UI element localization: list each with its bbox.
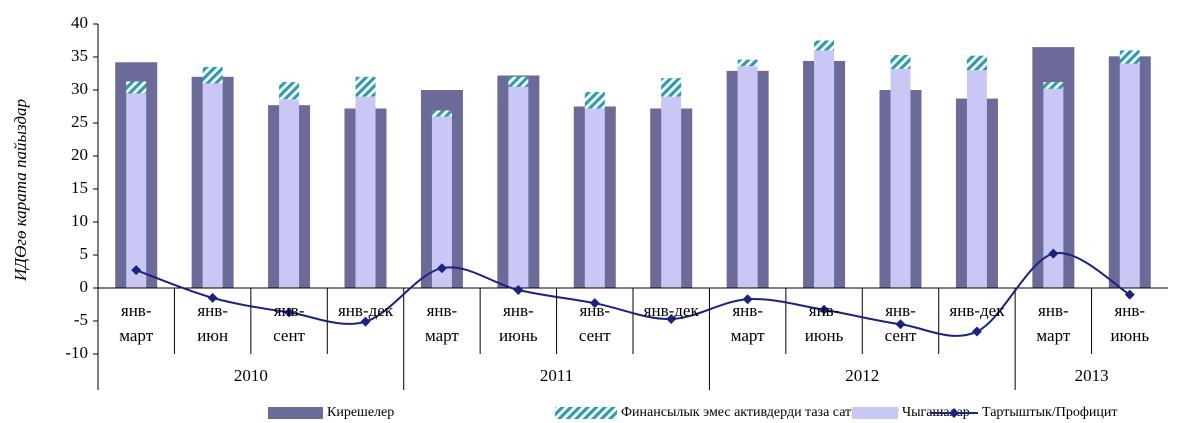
line-marker bbox=[742, 294, 753, 305]
stacked-bar bbox=[202, 66, 223, 84]
legend-swatch bbox=[949, 408, 959, 418]
x-tick-label: янв- март bbox=[119, 301, 154, 345]
line-marker bbox=[436, 263, 447, 274]
line-marker bbox=[360, 316, 371, 327]
line-marker bbox=[207, 292, 218, 303]
stacked-bar bbox=[279, 99, 300, 289]
stacked-bar bbox=[890, 55, 911, 69]
stacked-bar bbox=[1119, 50, 1140, 64]
stacked-bar bbox=[584, 91, 605, 109]
line-marker bbox=[971, 326, 982, 337]
stacked-bar bbox=[890, 68, 911, 288]
x-tick-label: янв- март bbox=[730, 301, 765, 345]
stacked-bar bbox=[584, 108, 605, 288]
line-marker bbox=[819, 304, 830, 315]
x-tick-label: янв- март bbox=[424, 301, 459, 345]
y-tick-label: 40 bbox=[71, 13, 88, 32]
x-tick-label: янв-дек bbox=[337, 301, 394, 320]
line-marker bbox=[589, 298, 600, 309]
group-label: 2010 bbox=[234, 366, 268, 385]
x-tick-label: янв- сент bbox=[884, 301, 917, 345]
y-tick-label: -10 bbox=[65, 343, 88, 362]
x-tick-label: янв- июнь bbox=[1110, 301, 1150, 345]
stacked-bar bbox=[661, 78, 682, 97]
stacked-bar bbox=[431, 116, 452, 289]
stacked-bar bbox=[737, 66, 758, 289]
x-tick-label: янв- июнь bbox=[499, 301, 538, 345]
y-tick-label: 30 bbox=[71, 79, 88, 98]
stacked-bar bbox=[355, 76, 376, 97]
group-label: 2013 bbox=[1075, 366, 1109, 385]
group-label: 2011 bbox=[540, 366, 573, 385]
stacked-bar bbox=[1119, 63, 1140, 288]
y-tick-label: 35 bbox=[71, 46, 88, 65]
y-tick-label: -5 bbox=[74, 310, 88, 329]
stacked-bar bbox=[814, 40, 835, 51]
stacked-bar bbox=[661, 96, 682, 288]
x-tick-label: янв- сент bbox=[578, 301, 611, 345]
stacked-bar bbox=[966, 70, 987, 288]
y-axis-label: ИДӨгө карата пайыздар bbox=[11, 99, 30, 282]
x-tick-label: янв- июн bbox=[197, 301, 229, 345]
x-tick-label: янв- март bbox=[1036, 301, 1071, 345]
x-tick-label: янв- июнь bbox=[804, 301, 844, 345]
line-marker bbox=[1124, 289, 1135, 300]
line-marker bbox=[513, 284, 524, 295]
legend-label: Кирешелер bbox=[327, 405, 394, 420]
legend-swatch bbox=[268, 407, 323, 419]
y-tick-label: 15 bbox=[71, 178, 88, 197]
y-tick-label: 20 bbox=[71, 145, 88, 164]
legend-swatch bbox=[852, 407, 898, 419]
y-tick-label: 25 bbox=[71, 112, 88, 131]
group-label: 2012 bbox=[845, 366, 879, 385]
stacked-bar bbox=[431, 110, 452, 117]
line-marker bbox=[284, 307, 295, 318]
x-tick-label: янв-дек bbox=[949, 301, 1005, 320]
stacked-bar bbox=[966, 55, 987, 71]
y-tick-label: 0 bbox=[80, 277, 89, 296]
stacked-bar bbox=[737, 59, 758, 67]
stacked-bar bbox=[814, 50, 835, 289]
legend-label: Финансылык эмес активдерди таза сатып ал… bbox=[621, 405, 899, 420]
line-marker bbox=[666, 314, 677, 325]
stacked-bar bbox=[355, 96, 376, 288]
stacked-bar bbox=[508, 76, 529, 87]
y-tick-label: 5 bbox=[80, 244, 89, 263]
line-marker bbox=[895, 319, 906, 330]
stacked-bar bbox=[1043, 82, 1064, 89]
x-tick-label: янв-дек bbox=[643, 301, 699, 320]
stacked-bar bbox=[126, 81, 147, 94]
stacked-bar bbox=[508, 86, 529, 288]
line-marker bbox=[131, 265, 142, 276]
y-tick-label: 10 bbox=[71, 211, 88, 230]
legend-label: Тартыштык/Профицит bbox=[982, 405, 1118, 420]
stacked-bar bbox=[202, 83, 223, 289]
x-tick-label: янв- сент bbox=[273, 301, 305, 345]
line-marker bbox=[1048, 248, 1059, 259]
stacked-bar bbox=[126, 93, 147, 288]
legend-swatch bbox=[555, 407, 617, 419]
stacked-bar bbox=[1043, 88, 1064, 289]
stacked-bar bbox=[279, 82, 300, 100]
